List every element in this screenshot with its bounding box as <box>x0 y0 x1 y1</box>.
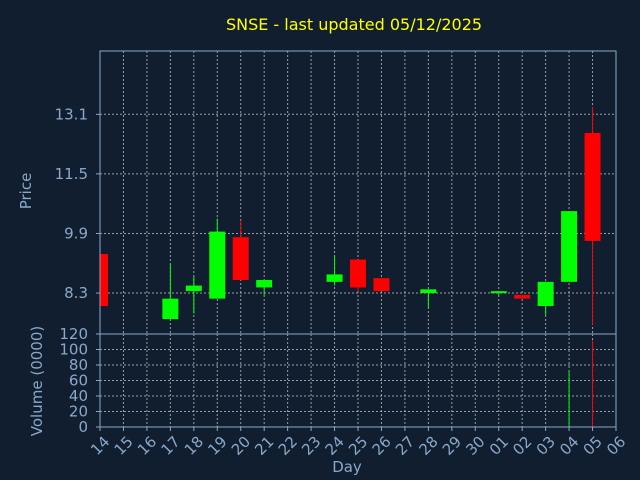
price-series <box>99 106 601 325</box>
candle-body <box>185 285 202 292</box>
x-tick-label: 15 <box>111 433 137 459</box>
x-tick-label: 02 <box>509 433 535 459</box>
chart-title: SNSE - last updated 05/12/2025 <box>226 15 482 34</box>
x-tick-label: 04 <box>556 433 582 459</box>
price-tick-label: 8.3 <box>64 284 88 302</box>
candle-body <box>232 237 249 281</box>
candle-body <box>420 289 437 294</box>
volume-tick-label: 120 <box>59 325 88 343</box>
x-tick-label: 29 <box>439 433 465 459</box>
candle-body <box>209 231 226 299</box>
x-tick-label: 26 <box>369 433 395 459</box>
x-tick-label: 01 <box>486 433 512 459</box>
volume-tick-label: 40 <box>69 387 88 405</box>
candle-body <box>490 291 507 294</box>
candle-body <box>514 294 531 299</box>
x-tick-label: 24 <box>322 433 348 459</box>
x-tick-label: 17 <box>157 433 183 459</box>
x-tick-label: 23 <box>298 433 324 459</box>
candle-body <box>162 298 179 320</box>
x-tick-label: 21 <box>251 433 277 459</box>
x-tick-label: 19 <box>204 433 230 459</box>
candle-body <box>537 281 554 307</box>
x-tick-label: 30 <box>462 433 488 459</box>
volume-axis-label: Volume (0000) <box>28 326 46 436</box>
x-tick-label: 14 <box>87 433 113 459</box>
volume-tick-label: 80 <box>69 356 88 374</box>
x-tick-label: 06 <box>603 433 629 459</box>
price-tick-label: 9.9 <box>64 224 88 242</box>
x-tick-label: 27 <box>392 433 418 459</box>
price-tick-label: 13.1 <box>55 105 88 123</box>
candle-body <box>350 259 366 288</box>
volume-tick-label: 100 <box>59 341 88 359</box>
candle-body <box>326 274 343 282</box>
x-tick-label: 16 <box>134 433 160 459</box>
x-tick-labels: 1415161718192021222324252627282930010203… <box>87 427 629 459</box>
price-axis-label: Price <box>17 173 35 210</box>
candle-body <box>256 280 273 288</box>
volume-tick-label: 20 <box>69 403 88 421</box>
volume-tick-label: 60 <box>69 372 88 390</box>
candle-body <box>584 132 601 241</box>
x-tick-label: 05 <box>580 433 606 459</box>
x-tick-label: 03 <box>533 433 559 459</box>
volume-tick-label: 0 <box>78 418 88 436</box>
x-tick-label: 20 <box>228 433 254 459</box>
x-tick-label: 25 <box>345 433 371 459</box>
price-tick-label: 11.5 <box>55 165 88 183</box>
candle-body <box>373 278 390 292</box>
x-tick-label: 18 <box>181 433 207 459</box>
x-axis-label: Day <box>332 458 362 476</box>
candle-body <box>561 211 578 282</box>
x-tick-label: 22 <box>275 433 301 459</box>
grid <box>100 51 616 427</box>
candle-body <box>100 253 108 307</box>
x-tick-label: 28 <box>415 433 441 459</box>
